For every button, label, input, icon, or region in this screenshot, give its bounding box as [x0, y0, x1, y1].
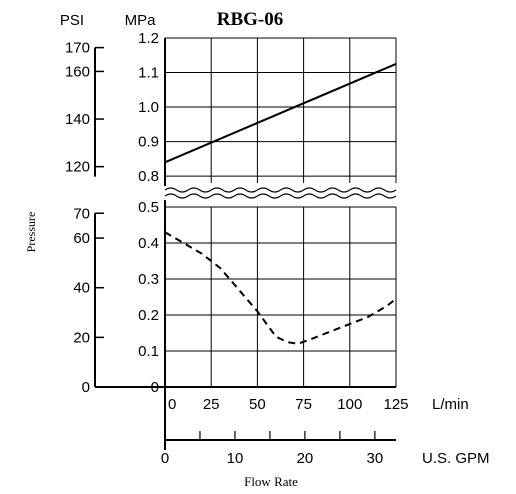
lmin-unit-label: L/min	[432, 396, 469, 413]
psi-tick-label: 160	[65, 63, 90, 80]
mpa-tick-label: 0.9	[138, 134, 159, 151]
mpa-tick-label: 1.1	[138, 65, 159, 82]
mpa-tick-label: 0.8	[138, 168, 159, 185]
mpa-tick-label: 0.1	[138, 343, 159, 360]
psi-tick-label: 40	[73, 280, 90, 297]
chart-title: RBG-06	[217, 9, 284, 30]
lmin-tick-label: 100	[337, 396, 362, 413]
x-axis-label: Flow Rate	[244, 474, 298, 489]
psi-tick-label: 0	[82, 379, 90, 396]
y-axis-label: Pressure	[24, 212, 38, 253]
psi-tick-label: 70	[73, 205, 90, 222]
mpa-unit-label: MPa	[125, 12, 157, 29]
axis-break-wave-upper	[164, 187, 397, 193]
mpa-tick-label: 0.4	[138, 235, 159, 252]
gpm-tick-label: 20	[297, 450, 314, 467]
grid	[165, 37, 397, 387]
mpa-tick-label: 1.2	[138, 30, 159, 47]
mpa-tick-label: 0.5	[138, 199, 159, 216]
axis-break-wave-lower	[164, 193, 397, 199]
mpa-tick-label: 0.2	[138, 307, 159, 324]
lmin-tick-label: 125	[383, 396, 408, 413]
lmin-tick-label: 50	[249, 396, 266, 413]
mpa-tick-label: 0.3	[138, 271, 159, 288]
psi-tick-label: 170	[65, 40, 90, 57]
series-line-dashed	[164, 231, 397, 345]
psi-tick-label: 20	[73, 329, 90, 346]
mpa-tick-label: 1.0	[138, 99, 159, 116]
mpa-tick-label: 0	[151, 379, 159, 396]
psi-unit-label: PSI	[60, 12, 84, 29]
axes	[94, 38, 396, 450]
psi-tick-label: 60	[73, 230, 90, 247]
psi-tick-label: 140	[65, 111, 90, 128]
lmin-tick-label: 0	[168, 396, 176, 413]
lmin-tick-label: 25	[203, 396, 220, 413]
gpm-tick-label: 0	[161, 450, 169, 467]
lmin-tick-label: 75	[295, 396, 312, 413]
series	[164, 62, 397, 345]
psi-tick-label: 120	[65, 159, 90, 176]
series-line-solid	[164, 62, 397, 164]
axis-break	[164, 186, 399, 200]
gpm-unit-label: U.S. GPM	[422, 450, 490, 467]
gpm-tick-label: 30	[367, 450, 384, 467]
gpm-tick-label: 10	[227, 450, 244, 467]
tick-labels: 0.8 0.9 1.0 1.1 1.2 0 0.1 0.2 0.3 0.4 0.5 120 140 160…	[65, 30, 409, 467]
